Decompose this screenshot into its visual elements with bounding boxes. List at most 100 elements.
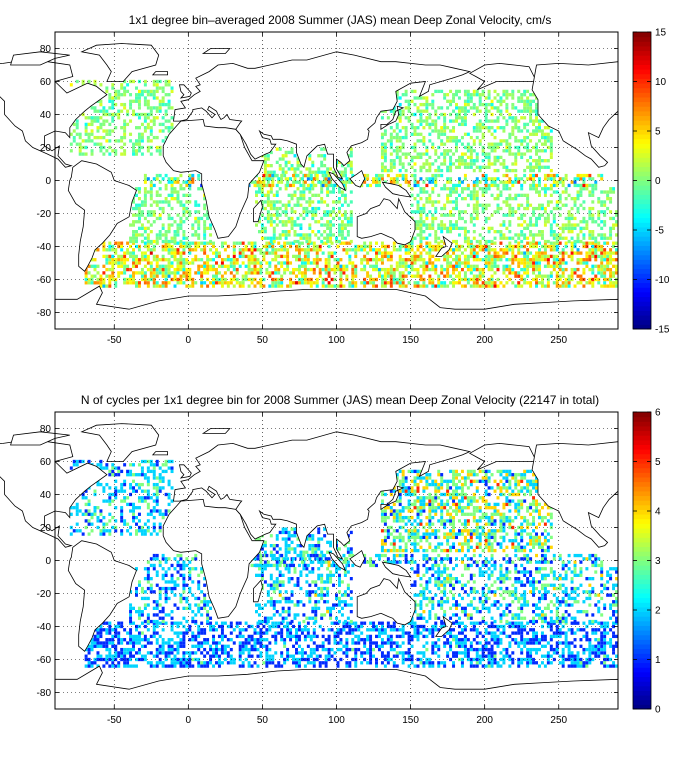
heatmap-cell [335, 237, 338, 240]
heatmap-cell [280, 651, 283, 654]
heatmap-cell [274, 631, 277, 634]
heatmap-cell [308, 233, 311, 236]
heatmap-cell [414, 126, 417, 129]
heatmap-cell [588, 190, 591, 193]
heatmap-cell [345, 251, 348, 254]
heatmap-cell [585, 255, 588, 258]
heatmap-cell [188, 174, 191, 177]
heatmap-cell [254, 271, 257, 274]
heatmap-cell [159, 271, 162, 274]
heatmap-cell [203, 223, 206, 226]
heatmap-cell [535, 233, 538, 236]
heatmap-cell [396, 126, 399, 129]
heatmap-cell [298, 255, 301, 258]
heatmap-cell [577, 275, 580, 278]
heatmap-cell [491, 275, 494, 278]
heatmap-cell [565, 242, 568, 245]
heatmap-cell [99, 110, 102, 113]
heatmap-cell [354, 281, 357, 284]
heatmap-cell [147, 284, 150, 287]
heatmap-cell [254, 265, 257, 268]
heatmap-cell [375, 184, 378, 187]
heatmap-cell [491, 103, 494, 106]
heatmap-cell [479, 204, 482, 207]
heatmap-cell [446, 181, 449, 184]
heatmap-cell [132, 230, 135, 233]
heatmap-cell [467, 194, 470, 197]
heatmap-cell [535, 255, 538, 258]
heatmap-cell [182, 271, 185, 274]
heatmap-cell [414, 169, 417, 172]
heatmap-cell [562, 281, 565, 284]
heatmap-cell [236, 635, 239, 638]
heatmap-cell [428, 255, 431, 258]
heatmap-cell [147, 136, 150, 139]
heatmap-cell [461, 159, 464, 162]
heatmap-cell [314, 220, 317, 223]
heatmap-cell [254, 661, 257, 664]
heatmap-cell [227, 265, 230, 268]
heatmap-cell [138, 217, 141, 220]
heatmap-cell [443, 159, 446, 162]
heatmap-cell [311, 207, 314, 210]
heatmap-cell [417, 210, 420, 213]
heatmap-cell [331, 648, 334, 651]
heatmap-cell [591, 194, 594, 197]
heatmap-cell [502, 271, 505, 274]
heatmap-cell [138, 116, 141, 119]
heatmap-cell [351, 271, 354, 274]
heatmap-cell [273, 240, 276, 243]
y-tick-label: -20 [37, 209, 52, 220]
heatmap-cell [79, 136, 82, 139]
heatmap-cell [461, 197, 464, 200]
heatmap-cell [310, 177, 313, 180]
heatmap-cell [502, 116, 505, 119]
heatmap-cell [508, 245, 511, 248]
heatmap-cell [212, 641, 215, 644]
heatmap-cell [434, 119, 437, 122]
heatmap-cell [268, 177, 271, 180]
heatmap-cell [179, 265, 182, 268]
heatmap-cell [313, 628, 316, 631]
heatmap-cell [135, 240, 138, 243]
heatmap-cell [488, 146, 491, 149]
heatmap-cell [351, 261, 354, 264]
heatmap-cell [191, 645, 194, 648]
heatmap-cell [298, 661, 301, 664]
heatmap-cell [270, 223, 273, 226]
heatmap-cell [443, 184, 446, 187]
heatmap-cell [517, 271, 520, 274]
heatmap-cell [523, 90, 526, 93]
heatmap-cell [171, 184, 174, 187]
heatmap-cell [120, 648, 123, 651]
heatmap-cell [203, 265, 206, 268]
heatmap-cell [212, 275, 215, 278]
heatmap-cell [168, 265, 171, 268]
heatmap-cell [179, 251, 182, 254]
heatmap-cell [609, 233, 612, 236]
heatmap-cell [603, 268, 606, 271]
heatmap-cell [120, 261, 123, 264]
heatmap-cell [488, 96, 491, 99]
heatmap-cell [230, 648, 233, 651]
heatmap-cell [538, 217, 541, 220]
heatmap-cell [203, 230, 206, 233]
heatmap-cell [141, 204, 144, 207]
heatmap-cell [194, 200, 197, 203]
heatmap-cell [422, 162, 425, 165]
heatmap-cell [342, 628, 345, 631]
heatmap-cell [485, 190, 488, 193]
heatmap-cell [132, 638, 135, 641]
heatmap-cell [562, 255, 565, 258]
heatmap-cell [467, 90, 470, 93]
heatmap-cell [387, 638, 390, 641]
heatmap-cell [313, 268, 316, 271]
heatmap-cell [464, 103, 467, 106]
heatmap-cell [399, 162, 402, 165]
heatmap-cell [168, 194, 171, 197]
heatmap-cell [132, 275, 135, 278]
heatmap-cell [467, 184, 470, 187]
heatmap-cell [323, 154, 326, 157]
heatmap-cell [505, 169, 508, 172]
heatmap-cell [256, 271, 259, 274]
